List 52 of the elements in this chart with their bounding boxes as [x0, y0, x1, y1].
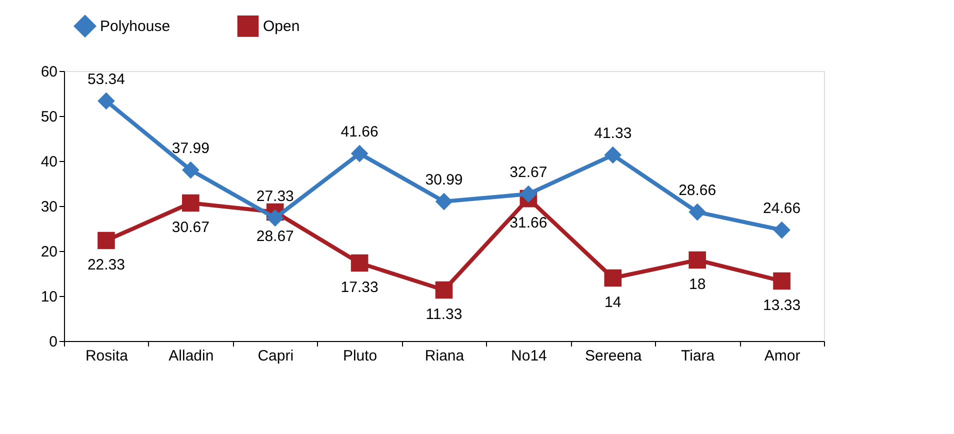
data-label: 28.66 [678, 182, 716, 200]
point [435, 281, 453, 299]
x-tick-label: Riana [424, 348, 465, 364]
data-label: 17.33 [340, 279, 378, 296]
point [350, 254, 368, 272]
point [604, 269, 622, 287]
point [520, 185, 538, 203]
y-tick-label: 40 [40, 154, 58, 170]
point [688, 251, 706, 269]
point [435, 192, 453, 210]
y-tick-label: 10 [40, 288, 58, 306]
point [98, 92, 115, 110]
data-label: 32.67 [510, 164, 548, 181]
point [773, 221, 790, 239]
data-label: 53.34 [87, 70, 125, 88]
x-tick-label: Capri [258, 348, 294, 364]
point [350, 144, 368, 162]
data-label: 11.33 [426, 306, 462, 324]
legend-label: Open [263, 18, 300, 36]
data-label: 13.33 [763, 297, 801, 314]
x-tick-label: Rosita [85, 348, 129, 364]
y-tick-label: 20 [40, 244, 58, 260]
data-label: 18 [688, 276, 706, 293]
point [98, 232, 115, 250]
data-label: 28.67 [256, 228, 294, 245]
data-label: 41.33 [594, 125, 632, 142]
point [688, 203, 706, 221]
x-tick-label: Sereena [585, 348, 642, 364]
data-label: 30.67 [172, 218, 210, 236]
x-tick-label: Amor [764, 348, 800, 364]
data-label: 27.33 [256, 188, 294, 206]
point [182, 161, 200, 179]
data-label: 37.99 [172, 140, 210, 158]
y-tick-label: 60 [40, 64, 58, 80]
point [182, 194, 200, 212]
data-label: 41.66 [340, 124, 378, 141]
x-tick-label: Pluto [342, 348, 378, 364]
y-tick-label: 0 [49, 334, 58, 350]
y-tick-label: 50 [40, 108, 58, 126]
y-tick-label: 30 [40, 198, 58, 216]
x-tick-label: No14 [511, 348, 547, 364]
x-tick-label: Tiara [681, 348, 716, 364]
data-label: 24.66 [763, 200, 801, 218]
data-label: 30.99 [425, 172, 463, 189]
legend-label: Polyhouse [100, 18, 170, 36]
data-label: 31.66 [510, 214, 548, 232]
x-tick-label: Alladin [168, 348, 214, 364]
point [266, 209, 284, 227]
data-label: 14 [604, 294, 622, 311]
point [604, 146, 622, 164]
point [773, 272, 790, 290]
data-label: 22.33 [87, 256, 125, 274]
